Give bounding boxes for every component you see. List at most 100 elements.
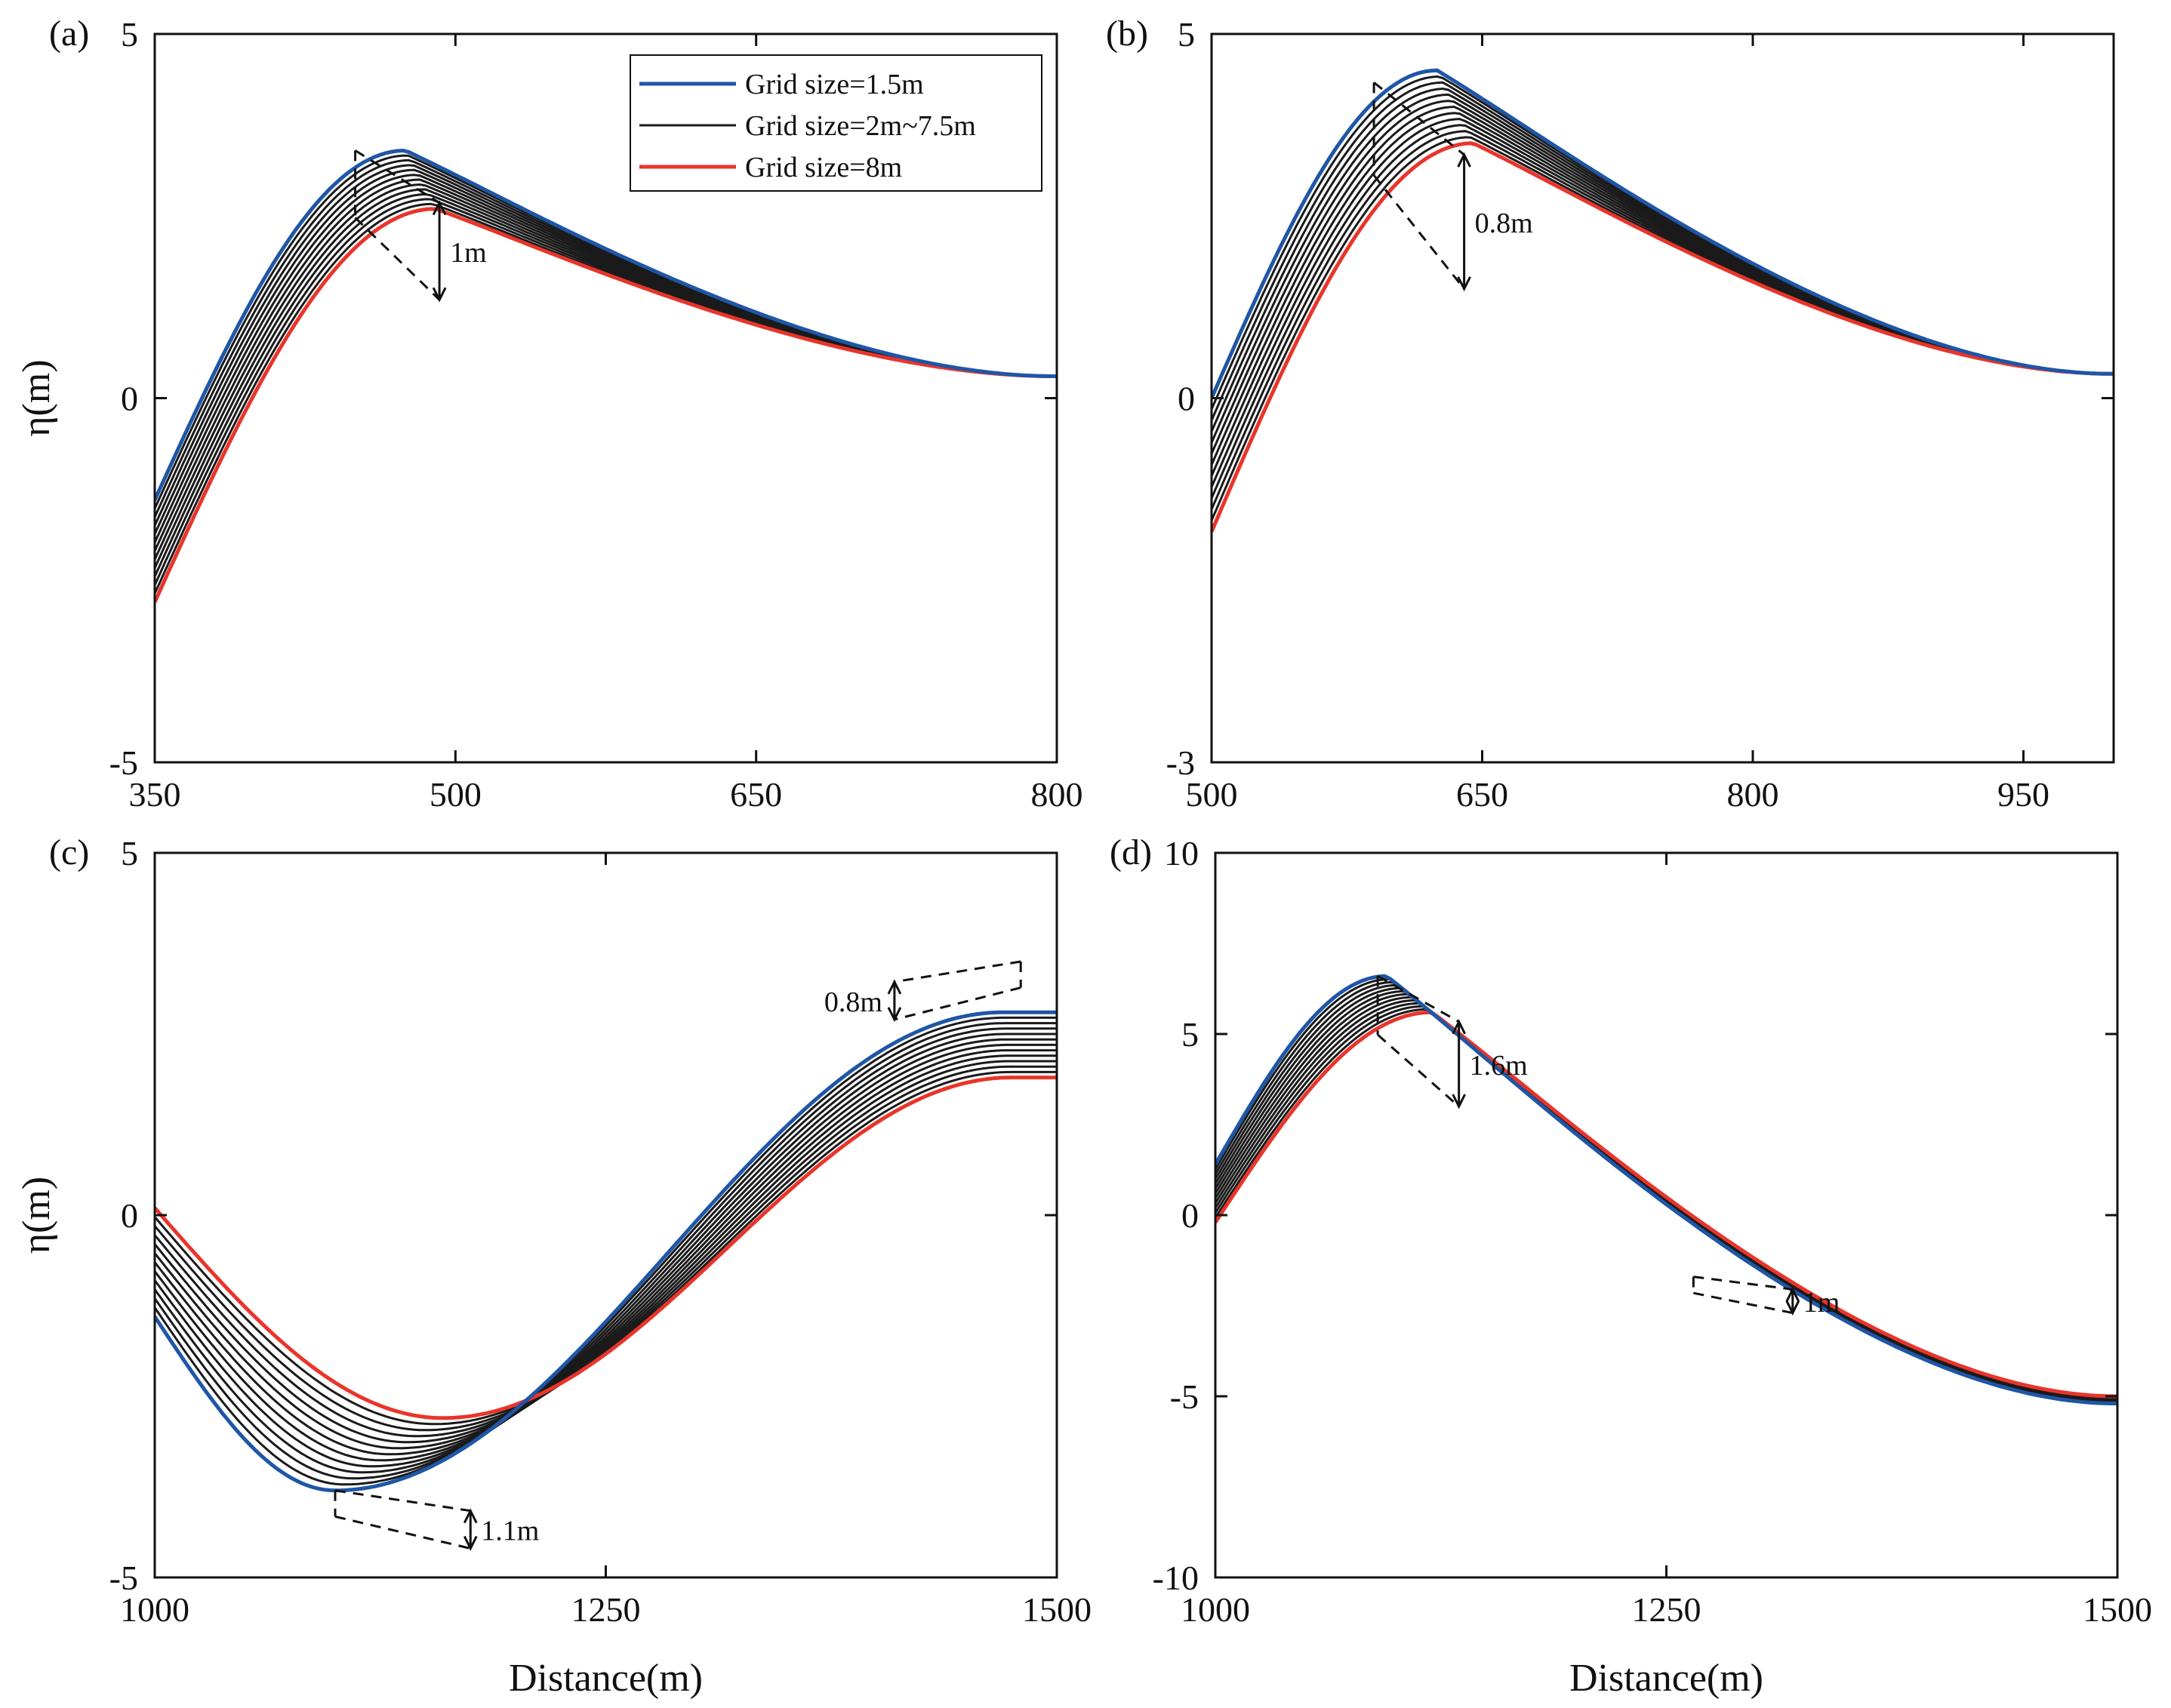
series-line-intermediate bbox=[1212, 136, 2114, 522]
annotation-label: 1m bbox=[1803, 1287, 1840, 1319]
annotation: 1.1m bbox=[334, 1489, 539, 1551]
y-tick-label: -10 bbox=[1153, 1559, 1199, 1597]
series-line-intermediate bbox=[155, 1016, 1057, 1486]
series-line-intermediate bbox=[1212, 87, 2114, 432]
y-tick-label: 10 bbox=[1164, 834, 1199, 872]
y-tick-label: 0 bbox=[1178, 380, 1195, 418]
y-tick-label: 5 bbox=[121, 834, 138, 872]
series-line-intermediate bbox=[155, 1038, 1057, 1462]
series-line-fine bbox=[155, 1010, 1057, 1493]
series-line-intermediate bbox=[1212, 130, 2114, 510]
x-tick-label: 1500 bbox=[2083, 1590, 2152, 1629]
annotation-guide bbox=[354, 217, 441, 301]
y-tick-label: 0 bbox=[1181, 1196, 1199, 1235]
arrowhead-down bbox=[1452, 1094, 1466, 1109]
y-tick-label: -5 bbox=[109, 1559, 138, 1597]
series-line-intermediate bbox=[1212, 93, 2114, 444]
plot-frame bbox=[153, 851, 1058, 1579]
annotation-guide bbox=[1377, 974, 1460, 1023]
annotation: 0.8m bbox=[824, 960, 1022, 1023]
annotation-guide bbox=[334, 1489, 471, 1513]
series-group bbox=[1215, 974, 2117, 1406]
x-axis-title: Distance(m) bbox=[1569, 1657, 1763, 1700]
y-tick-label: 5 bbox=[1178, 15, 1195, 54]
arrowhead-up bbox=[1452, 1019, 1466, 1035]
y-tick-label: -5 bbox=[1170, 1377, 1199, 1416]
x-tick-label: 350 bbox=[129, 775, 181, 814]
series-line-intermediate bbox=[155, 158, 1057, 518]
series-line-intermediate bbox=[155, 1065, 1057, 1432]
x-axis-title: Distance(m) bbox=[509, 1657, 703, 1700]
panel-label: (c) bbox=[49, 832, 89, 872]
series-group bbox=[1212, 68, 2114, 533]
legend: Grid size=1.5m Grid size=2m~7.5m Grid size… bbox=[630, 54, 1042, 192]
panel-label: (d) bbox=[1110, 832, 1152, 872]
annotation-guide bbox=[354, 149, 440, 204]
y-tick-label: 5 bbox=[121, 15, 138, 54]
series-line-coarse bbox=[1215, 1010, 2117, 1399]
series-line-intermediate bbox=[1212, 112, 2114, 477]
x-tick-label: 1250 bbox=[1632, 1590, 1701, 1629]
arrowhead-down bbox=[1785, 1300, 1800, 1316]
series-line-intermediate bbox=[155, 174, 1057, 543]
y-axis-title: η(m) bbox=[15, 1177, 58, 1254]
series-line-coarse bbox=[155, 207, 1057, 603]
x-tick-label: 500 bbox=[430, 775, 482, 814]
series-line-intermediate bbox=[155, 168, 1057, 535]
annotation-label: 1.6m bbox=[1470, 1050, 1528, 1082]
series-line-coarse bbox=[155, 1076, 1057, 1420]
series-line-fine bbox=[1212, 68, 2114, 399]
annotation-guide bbox=[1372, 174, 1465, 290]
x-tick-label: 800 bbox=[1727, 775, 1779, 814]
series-line-fine bbox=[155, 148, 1057, 501]
annotation-guide bbox=[334, 1515, 471, 1550]
x-tick-label: 1000 bbox=[1181, 1590, 1250, 1629]
panel-d: (d) 1000 1250 1500 -10 -5 0 5 10 Distance(m) 1.6m 1… bbox=[1110, 832, 2152, 1700]
y-tick-label: 5 bbox=[1181, 1015, 1199, 1054]
annotation-guide bbox=[1373, 82, 1465, 156]
panel-b: (b) 500 650 800 950 -3 0 5 0.8m bbox=[1106, 14, 2115, 814]
series-line-intermediate bbox=[155, 1043, 1057, 1456]
arrowhead-down bbox=[887, 1007, 902, 1023]
panel-c: (c) 1000 1250 1500 -5 0 5 η(m) Distance(m) 1.1m 0.… bbox=[15, 832, 1092, 1700]
annotation-label: 1m bbox=[450, 237, 487, 269]
annotation: 1m bbox=[1692, 1276, 1840, 1319]
series-line-intermediate bbox=[155, 1032, 1057, 1468]
plot-frame bbox=[1214, 851, 2119, 1579]
annotation: 1m bbox=[354, 149, 487, 303]
series-line-intermediate bbox=[155, 1049, 1057, 1450]
annotation-label: 1.1m bbox=[481, 1516, 539, 1547]
annotation-guide bbox=[894, 986, 1021, 1021]
x-tick-label: 1000 bbox=[120, 1590, 189, 1629]
x-tick-label: 1250 bbox=[571, 1590, 641, 1629]
series-line-intermediate bbox=[1215, 980, 2117, 1403]
series-line-intermediate bbox=[1212, 118, 2114, 488]
series-line-intermediate bbox=[155, 1054, 1057, 1444]
legend-label-fine: Grid size=1.5m bbox=[745, 69, 924, 100]
x-tick-label: 650 bbox=[1456, 775, 1508, 814]
annotation-guide bbox=[1377, 1033, 1460, 1108]
arrowhead-up bbox=[463, 1508, 478, 1524]
arrowhead-up bbox=[1457, 152, 1471, 168]
x-tick-label: 1500 bbox=[1022, 1590, 1092, 1629]
annotation: 0.8m bbox=[1372, 82, 1533, 292]
arrowhead-down bbox=[1457, 276, 1471, 292]
annotation: 1.6m bbox=[1376, 974, 1528, 1109]
x-tick-label: 500 bbox=[1186, 775, 1238, 814]
arrowhead-down bbox=[432, 287, 447, 303]
annotation-label: 0.8m bbox=[1475, 208, 1533, 239]
annotation-guide bbox=[894, 960, 1021, 983]
arrowhead-up bbox=[432, 200, 447, 216]
panel-label: (b) bbox=[1106, 14, 1148, 54]
series-line-fine bbox=[1215, 974, 2117, 1406]
series-group bbox=[155, 148, 1057, 603]
y-tick-label: -3 bbox=[1166, 743, 1195, 782]
x-tick-label: 650 bbox=[730, 775, 782, 814]
arrowhead-up bbox=[887, 979, 902, 995]
arrowhead-down bbox=[463, 1535, 478, 1551]
x-tick-label: 950 bbox=[1997, 775, 2049, 814]
series-line-coarse bbox=[1212, 141, 2114, 533]
annotation-label: 0.8m bbox=[824, 986, 882, 1018]
